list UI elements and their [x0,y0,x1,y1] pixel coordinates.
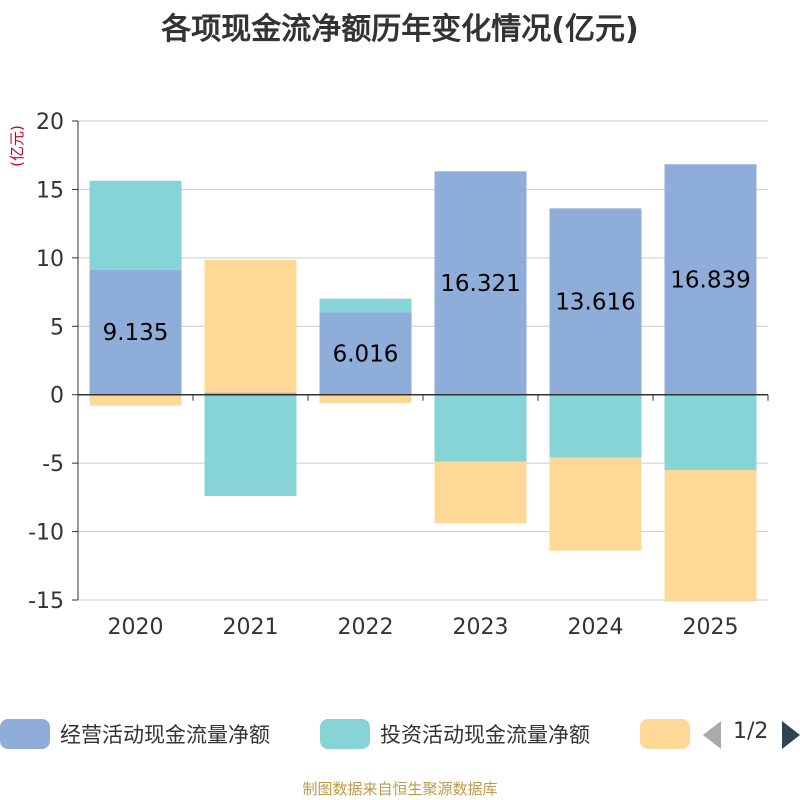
y-tick-label: 10 [36,247,64,272]
bar-financing-2020 [89,394,182,406]
bar-operating-2021 [204,392,297,395]
y-tick-label: 20 [36,110,64,135]
y-tick-label: 5 [50,315,64,340]
bar-investing-2020 [89,180,182,270]
x-tick-label: 2024 [568,615,624,640]
bar-financing-2025 [664,469,757,602]
bar-investing-2021 [204,394,297,496]
y-unit-label: (亿元) [8,125,26,167]
x-tick-label: 2023 [453,615,509,640]
bar-investing-2023 [434,394,527,462]
legend-item-financing[interactable] [640,716,700,752]
page-indicator: 1/2 [733,719,769,744]
x-tick-label: 2025 [683,615,739,640]
y-tick-label: -5 [42,452,64,477]
bar-investing-2024 [549,394,642,458]
bar-financing-2021 [204,259,297,393]
legend-label-investing: 投资活动现金流量净额 [380,723,590,747]
bar-operating-2020 [89,269,182,395]
data-label: 6.016 [333,342,399,368]
y-tick-label: 0 [50,384,64,409]
bar-financing-2023 [434,461,527,524]
y-tick-label: -15 [28,589,64,614]
triangle-left-icon[interactable] [703,721,721,749]
data-label: 16.839 [670,267,750,293]
legend-item-investing[interactable]: 投资活动现金流量净额 [320,716,590,752]
y-tick-label: -10 [28,521,64,546]
bar-investing-2022 [319,298,412,313]
x-tick-label: 2021 [223,615,279,640]
data-label: 9.135 [103,320,169,346]
x-tick-label: 2022 [338,615,394,640]
legend-item-operating[interactable]: 经营活动现金流量净额 [0,716,270,752]
bar-investing-2025 [664,394,757,470]
legend-swatch-investing [320,719,370,749]
legend-swatch-financing [640,719,690,749]
data-label: 13.616 [555,290,635,316]
bar-operating-2024 [549,208,642,395]
bar-operating-2022 [319,312,412,395]
data-label: 16.321 [440,271,520,297]
bar-operating-2023 [434,171,527,395]
legend-swatch-operating [0,719,50,749]
bar-financing-2022 [319,394,412,403]
chart-title: 各项现金流净额历年变化情况(亿元) [161,12,639,47]
legend-label-operating: 经营活动现金流量净额 [60,723,270,747]
y-tick-label: 15 [36,178,64,203]
data-source: 制图数据来自恒生聚源数据库 [302,780,498,798]
bar-operating-2025 [664,164,757,395]
x-tick-label: 2020 [108,615,164,640]
triangle-right-icon[interactable] [782,721,800,749]
bar-financing-2024 [549,457,642,551]
